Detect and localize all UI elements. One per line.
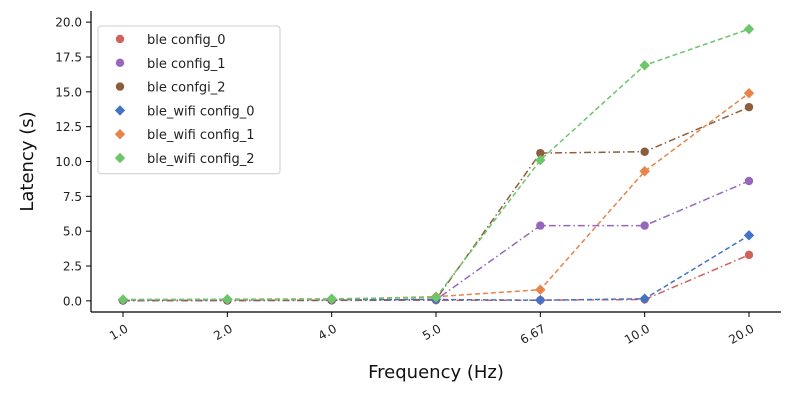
data-point-ble-wifi-config-2-0 bbox=[117, 294, 129, 305]
series-line-ble-config-1 bbox=[122, 180, 750, 302]
x-ticks: 1.0 2.0 4.0 5.0 6.67 10.0 20.0 bbox=[107, 312, 757, 347]
data-point-ble-wifi-config-2-1 bbox=[222, 293, 233, 305]
y-tick-label-15-0: 15.0 bbox=[55, 85, 82, 99]
x-axis-label: Frequency (Hz) bbox=[368, 362, 504, 383]
data-point-ble-confgi-2-4 bbox=[536, 148, 545, 158]
y-axis-label: Latency (s) bbox=[17, 111, 38, 211]
data-point-ble-wifi-config-2-5 bbox=[639, 60, 650, 71]
data-point-ble-wifi-config-2-2 bbox=[326, 293, 337, 304]
y-tick-label-7-5: 7.5 bbox=[63, 190, 82, 204]
y-tick-label-12-5: 12.5 bbox=[55, 120, 82, 134]
y-tick-label-5-0: 5.0 bbox=[63, 225, 82, 239]
data-point-ble-config-1-6 bbox=[744, 176, 754, 186]
legend-label-ble-wifi-config-0: ble_wifi config_0 bbox=[147, 104, 254, 119]
y-ticks: 0.0 2.5 5.0 7.5 10.0 12.5 15.0 17.5 20.0 bbox=[55, 16, 91, 308]
legend-marker-ble-wifi-config-0 bbox=[114, 105, 126, 116]
x-tick-label-2-0: 2.0 bbox=[211, 321, 235, 343]
data-point-ble-wifi-config-2-3 bbox=[430, 292, 442, 303]
legend-box bbox=[97, 25, 281, 175]
x-tick-label-20-0: 20.0 bbox=[726, 321, 756, 346]
legend-marker-ble-wifi-config-1 bbox=[114, 129, 126, 140]
data-point-ble-config-1-5 bbox=[640, 221, 649, 230]
y-tick-label-17-5: 17.5 bbox=[55, 50, 82, 64]
series-markers bbox=[117, 23, 755, 306]
legend-label-ble-config-1: ble config_1 bbox=[147, 57, 226, 72]
y-tick-label-10-0: 10.0 bbox=[55, 155, 82, 169]
legend-marker-ble-config-1 bbox=[115, 58, 125, 67]
y-tick-label-0-0: 0.0 bbox=[63, 294, 82, 308]
legend-marker-ble-confgi-2 bbox=[115, 82, 125, 91]
x-tick-label-6-67: 6.67 bbox=[518, 321, 548, 346]
y-tick-label-20-0: 20.0 bbox=[55, 16, 82, 30]
data-point-ble-config-0-6 bbox=[744, 250, 754, 260]
data-point-ble-wifi-config-2-6 bbox=[743, 23, 755, 35]
x-tick-label-10-0: 10.0 bbox=[622, 321, 652, 346]
data-point-ble-confgi-2-5 bbox=[640, 147, 649, 156]
legend-label-ble-wifi-config-2: ble_wifi config_2 bbox=[147, 152, 254, 167]
data-point-ble-wifi-config-1-5 bbox=[639, 166, 650, 177]
x-tick-label-1-0: 1.0 bbox=[107, 321, 131, 343]
x-tick-label-5-0: 5.0 bbox=[420, 321, 444, 343]
legend-label-ble-wifi-config-1: ble_wifi config_1 bbox=[147, 128, 254, 143]
legend-marker-ble-wifi-config-2 bbox=[114, 152, 126, 164]
data-point-ble-confgi-2-6 bbox=[744, 102, 754, 112]
x-tick-label-4-0: 4.0 bbox=[316, 321, 340, 343]
legend-marker-ble-config-0 bbox=[115, 34, 125, 44]
data-point-ble-wifi-config-0-4 bbox=[535, 294, 546, 306]
data-point-ble-wifi-config-0-5 bbox=[639, 293, 650, 304]
data-point-ble-wifi-config-2-4 bbox=[535, 154, 546, 166]
data-point-ble-config-1-4 bbox=[536, 221, 545, 230]
data-point-ble-wifi-config-1-4 bbox=[535, 284, 546, 295]
legend-label-ble-config-0: ble config_0 bbox=[147, 33, 226, 48]
data-point-ble-wifi-config-1-6 bbox=[743, 88, 755, 99]
legend-label-ble-confgi-2: ble confgi_2 bbox=[147, 81, 226, 96]
data-point-ble-wifi-config-0-6 bbox=[743, 230, 755, 241]
y-tick-label-2-5: 2.5 bbox=[63, 260, 82, 274]
series-line-ble-wifi-config-0 bbox=[122, 234, 750, 301]
